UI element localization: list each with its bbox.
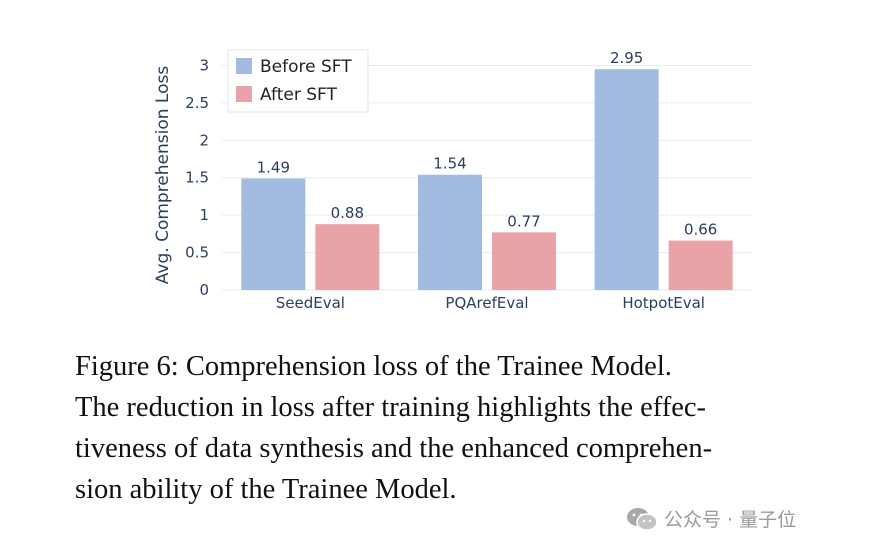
legend-label: Before SFT — [260, 57, 352, 77]
bar — [315, 224, 380, 290]
data-label: 2.95 — [610, 49, 643, 67]
y-tick-label: 2 — [199, 131, 209, 149]
legend-swatch — [236, 58, 252, 74]
y-tick-label: 1.5 — [185, 169, 209, 187]
figure-caption: Figure 6: Comprehension loss of the Trai… — [75, 346, 835, 510]
bar — [241, 178, 306, 290]
y-axis-title: Avg. Comprehension Loss — [153, 66, 173, 285]
caption-line: sion ability of the Trainee Model. — [75, 474, 457, 505]
bar — [492, 232, 556, 290]
legend-swatch — [236, 86, 252, 102]
x-category-labels: SeedEval PQArefEval HotpotEval — [276, 294, 705, 312]
caption-line: Figure 6: Comprehension loss of the Trai… — [75, 351, 672, 382]
y-tick-label: 0 — [199, 281, 209, 299]
wechat-icon — [627, 507, 658, 531]
x-category-label: SeedEval — [276, 294, 345, 312]
bar-chart: 1.49 0.88 1.54 0.77 2.95 0.66 0 0.5 1 1.5 2 2.5 3 S… — [153, 49, 752, 312]
data-label: 0.88 — [331, 204, 364, 222]
bar — [418, 174, 482, 290]
bars — [241, 69, 733, 291]
y-tick-label: 0.5 — [185, 244, 209, 262]
value-labels: 1.49 0.88 1.54 0.77 2.95 0.66 — [257, 49, 718, 238]
y-tick-label: 3 — [199, 56, 209, 74]
y-tick-label: 1 — [199, 206, 209, 224]
legend: Before SFT After SFT — [227, 49, 369, 113]
watermark-text: 公众号 · 量子位 — [664, 509, 797, 531]
data-label: 1.49 — [257, 158, 290, 176]
bar — [594, 69, 659, 291]
legend-label: After SFT — [260, 85, 337, 105]
y-tick-label: 2.5 — [185, 94, 209, 112]
data-label: 0.77 — [507, 212, 540, 230]
y-tick-labels: 0 0.5 1 1.5 2 2.5 3 — [185, 56, 209, 299]
data-label: 0.66 — [684, 221, 717, 239]
bar — [668, 240, 733, 290]
data-label: 1.54 — [433, 155, 466, 173]
caption-line: tiveness of data synthesis and the enhan… — [75, 433, 713, 464]
caption-line: The reduction in loss after training hig… — [75, 392, 707, 423]
watermark: 公众号 · 量子位 — [626, 505, 796, 532]
x-category-label: PQArefEval — [445, 294, 528, 312]
x-category-label: HotpotEval — [622, 294, 705, 312]
